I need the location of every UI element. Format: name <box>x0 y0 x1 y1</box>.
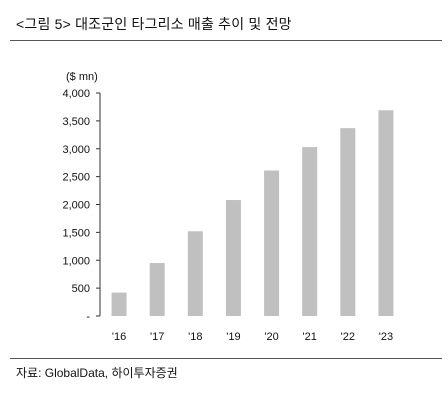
title-divider <box>10 40 442 41</box>
bar-3 <box>187 231 203 316</box>
x-tick-label: '16 <box>112 331 126 343</box>
y-tick-label: 1,000 <box>62 255 90 267</box>
footer-divider <box>10 358 442 359</box>
bar-6 <box>302 147 318 316</box>
y-tick-label: 500 <box>72 283 90 295</box>
bar-chart-svg: ($ mn) - 500 1,000 1,500 2,000 2,500 3,000 3,50… <box>62 71 394 343</box>
y-tick-label: 3,000 <box>62 144 90 156</box>
y-tick-label: 4,000 <box>62 88 90 100</box>
x-tick-label: '20 <box>264 331 278 343</box>
y-tick-label: 2,500 <box>62 172 90 184</box>
y-tick-label: 1,500 <box>62 227 90 239</box>
x-tick-label: '21 <box>303 331 317 343</box>
x-tick-label: '19 <box>226 331 240 343</box>
y-tick-label: - <box>86 311 90 323</box>
bar-7 <box>340 128 356 316</box>
y-tick-label: 3,500 <box>62 116 90 128</box>
bar-chart: ($ mn) - 500 1,000 1,500 2,000 2,500 3,000 3,50… <box>0 44 448 354</box>
figure-title: <그림 5> 대조군인 타그리소 매출 추이 및 전망 <box>16 16 292 32</box>
bar-5 <box>264 170 280 316</box>
y-axis: - 500 1,000 1,500 2,000 2,500 3,000 3,500 4,000 <box>62 88 101 323</box>
bar-2 <box>149 263 165 316</box>
y-tick-label: 2,000 <box>62 200 90 212</box>
x-tick-label: '17 <box>150 331 164 343</box>
x-tick-label: '18 <box>188 331 202 343</box>
bars <box>111 110 394 316</box>
x-tick-label: '22 <box>341 331 355 343</box>
x-axis: '16 '17 '18 '19 '20 '21 '22 '23 <box>112 331 393 343</box>
bar-4 <box>225 200 241 316</box>
x-tick-label: '23 <box>379 331 393 343</box>
bar-8 <box>378 110 394 316</box>
y-axis-unit-label: ($ mn) <box>66 71 98 83</box>
figure-header: <그림 5> 대조군인 타그리소 매출 추이 및 전망 <box>0 0 448 44</box>
source-note: 자료: GlobalData, 하이투자증권 <box>16 366 178 380</box>
bar-1 <box>111 292 127 316</box>
